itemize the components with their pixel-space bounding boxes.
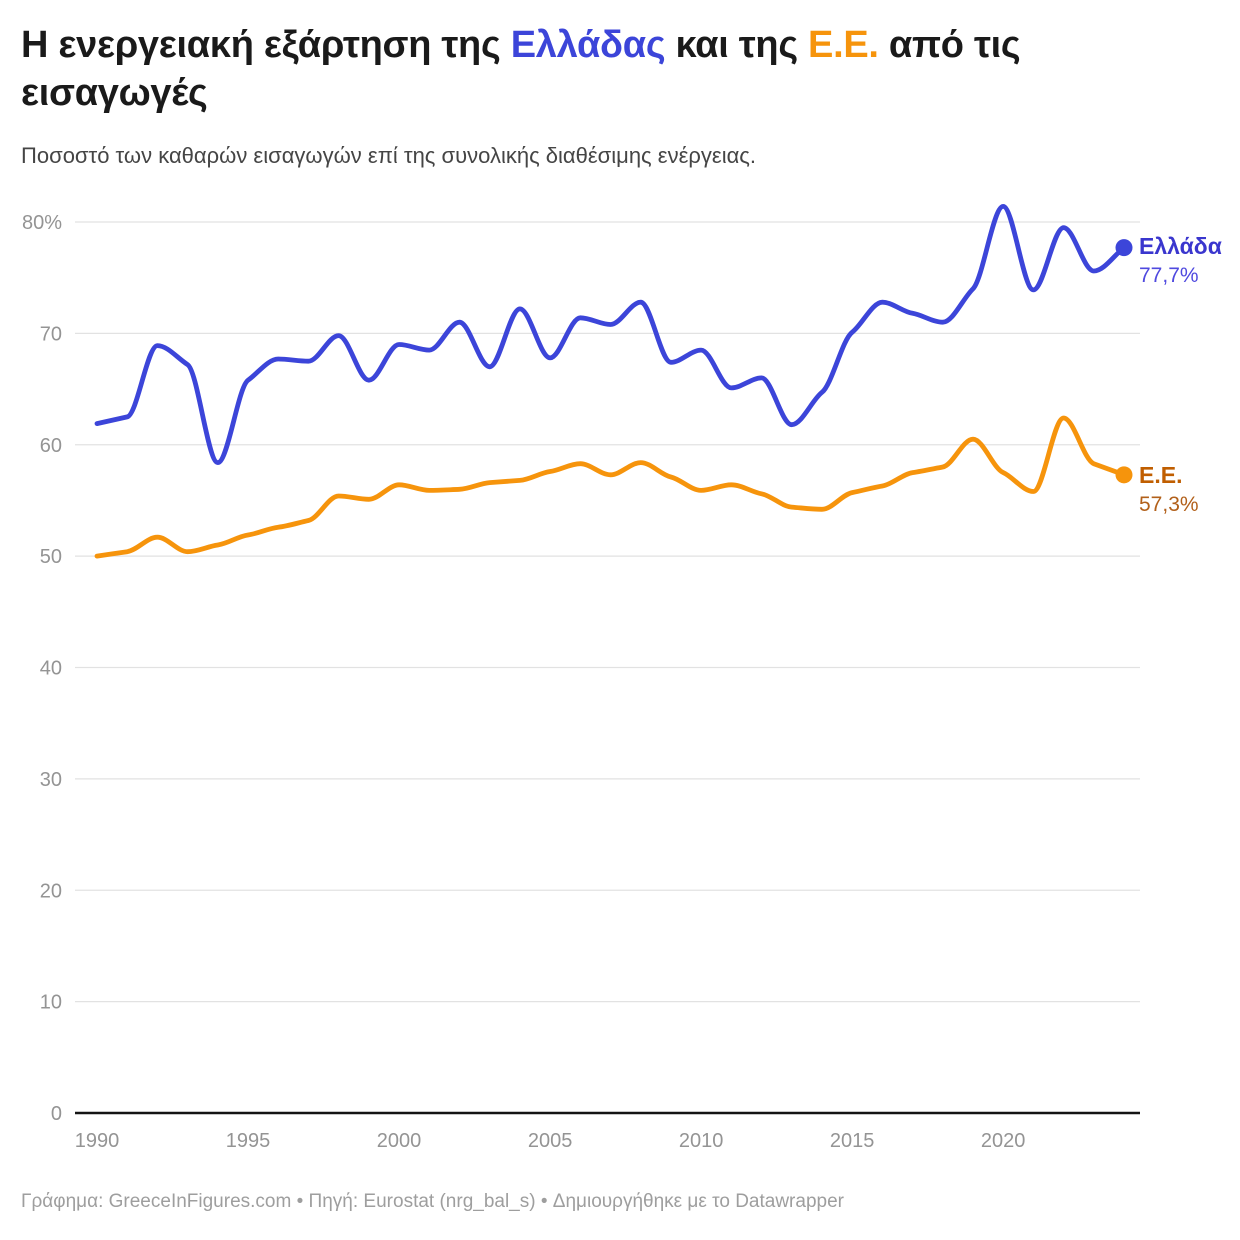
series-label-greece: Ελλάδα 77,7% <box>1139 232 1222 288</box>
series-label-eu: Ε.Ε. 57,3% <box>1139 461 1199 517</box>
x-tick-label: 2000 <box>377 1130 422 1152</box>
x-tick-label: 1995 <box>226 1130 271 1152</box>
series-value-greece: 77,7% <box>1139 263 1199 287</box>
x-tick-label: 2020 <box>981 1130 1026 1152</box>
x-tick-label: 2005 <box>528 1130 573 1152</box>
chart-subtitle: Ποσοστό των καθαρών εισαγωγών επί της συ… <box>21 143 757 168</box>
endpoint-dot-eu <box>1115 466 1133 484</box>
y-tick-label: 20 <box>40 880 62 902</box>
y-tick-label: 10 <box>40 992 62 1014</box>
y-tick-label: 70 <box>40 323 62 345</box>
title-text-mid: και της <box>665 24 809 66</box>
series-name-eu: Ε.Ε. <box>1139 461 1183 488</box>
page-title: Η ενεργειακή εξάρτηση της Ελλάδας και τη… <box>21 22 1126 118</box>
x-tick-label: 1990 <box>75 1130 120 1152</box>
attribution-footer: Γράφημα: GreeceInFigures.com • Πηγή: Eur… <box>21 1191 844 1212</box>
series-line-eu <box>94 415 1127 559</box>
y-tick-label: 30 <box>40 769 62 791</box>
title-greece-highlight: Ελλάδας <box>510 24 666 66</box>
x-tick-label: 2010 <box>679 1130 724 1152</box>
title-eu-highlight: Ε.Ε. <box>808 24 879 66</box>
series-line-greece <box>94 204 1127 465</box>
y-tick-label: 80% <box>22 212 62 234</box>
title-text-post: από τις εισαγωγές <box>21 24 1021 114</box>
series-value-eu: 57,3% <box>1139 492 1199 516</box>
series-name-greece: Ελλάδα <box>1139 232 1222 259</box>
title-text-pre: Η ενεργειακή εξάρτηση της <box>21 24 511 66</box>
y-tick-label: 60 <box>40 435 62 457</box>
y-tick-label: 40 <box>40 658 62 680</box>
endpoint-dot-greece <box>1115 239 1133 257</box>
y-tick-label: 50 <box>40 546 62 568</box>
y-tick-label: 0 <box>51 1103 62 1125</box>
x-tick-label: 2015 <box>830 1130 875 1152</box>
